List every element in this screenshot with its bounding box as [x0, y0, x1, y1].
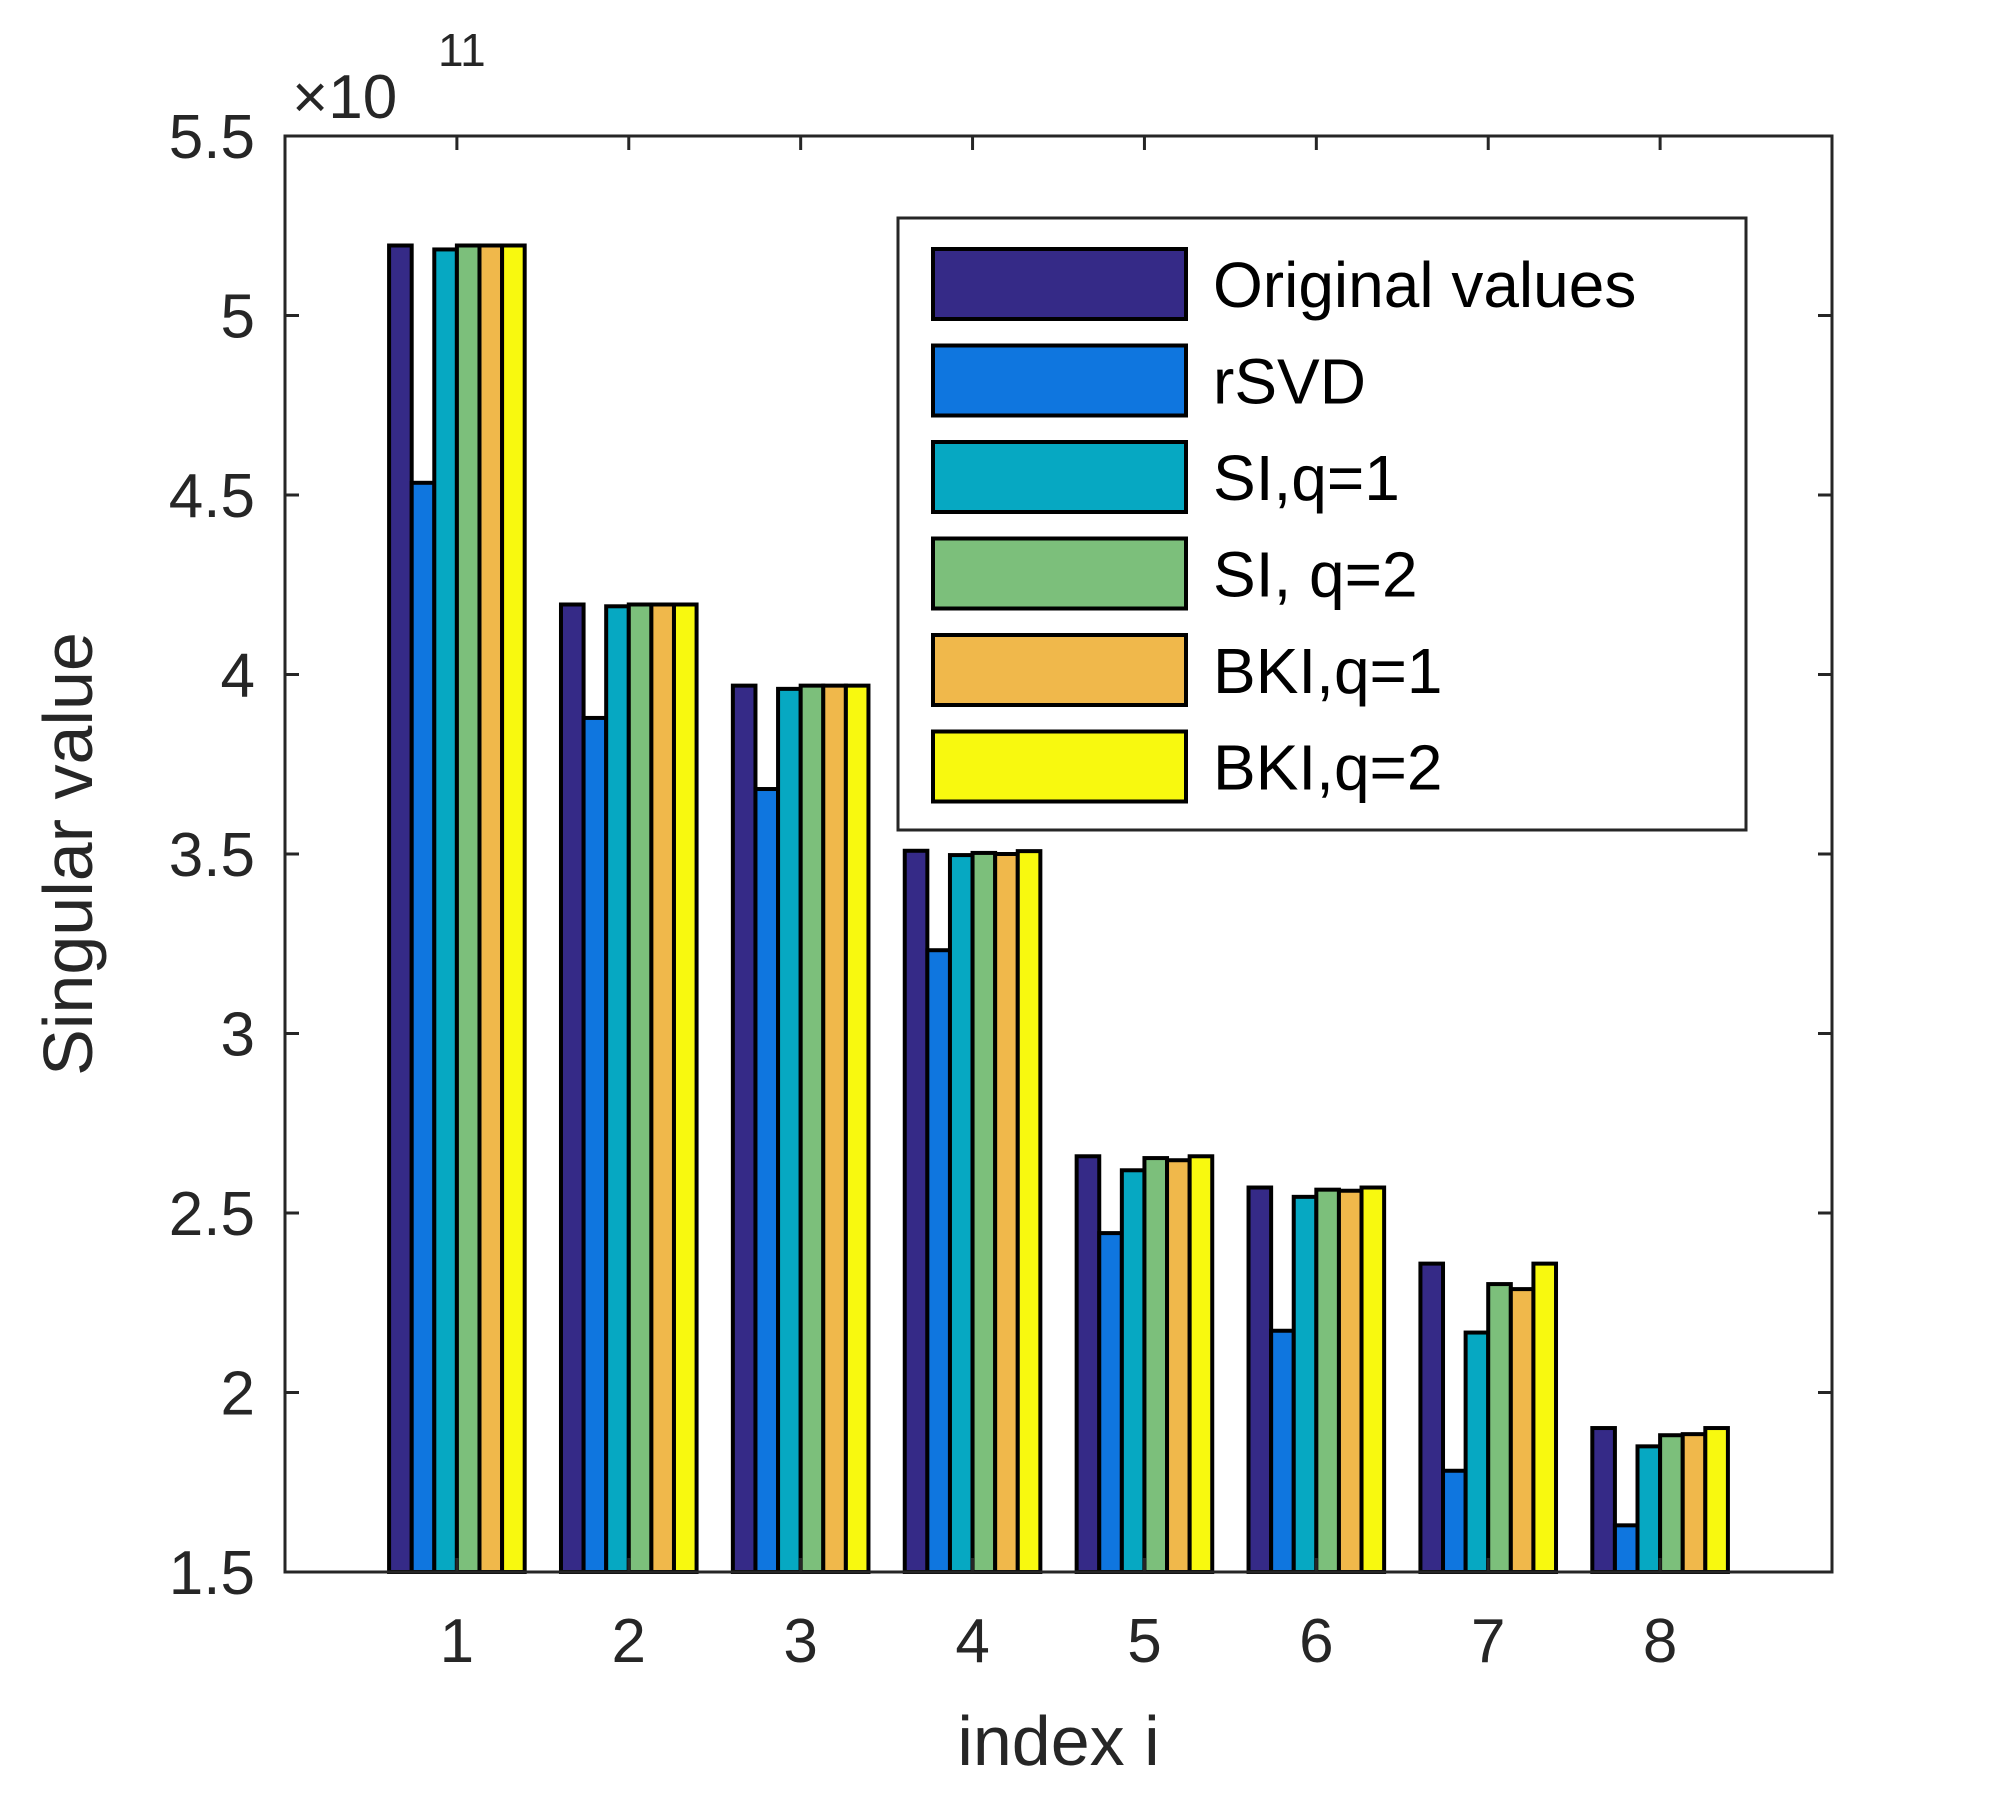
x-tick-label: 4 — [955, 1607, 989, 1676]
bar-2-5 — [1119, 1168, 1147, 1575]
bar-2-1 — [432, 247, 459, 1575]
x-axis-label: index i — [957, 1702, 1159, 1780]
bar-1-3 — [753, 787, 781, 1574]
y-axis-label: Singular value — [29, 632, 107, 1076]
bar-3-8 — [1658, 1433, 1685, 1574]
bar-1-1 — [409, 480, 437, 1575]
y-tick-label: 4.5 — [169, 462, 255, 531]
bar-5-7 — [1531, 1261, 1559, 1575]
y-tick-label: 2 — [221, 1360, 255, 1429]
legend-swatch — [931, 440, 1188, 514]
bar-3-4 — [970, 850, 998, 1574]
y-tick-label: 3 — [221, 1001, 255, 1070]
y-tick-label: 2.5 — [169, 1180, 255, 1249]
y-tick-label: 3.5 — [169, 821, 255, 890]
y-exponent-power: 11 — [438, 24, 486, 76]
bar-5-8 — [1703, 1426, 1730, 1575]
legend-swatch — [931, 633, 1188, 707]
x-tick-label: 3 — [783, 1607, 817, 1676]
bar-2-6 — [1291, 1194, 1319, 1574]
bar-1-4 — [925, 948, 952, 1574]
legend-label: SI, q=2 — [1213, 539, 1418, 611]
x-tick-label: 5 — [1127, 1607, 1161, 1676]
x-tick-label: 2 — [612, 1607, 646, 1676]
bar-5-2 — [671, 602, 699, 1574]
legend-label: BKI,q=2 — [1213, 732, 1443, 804]
x-tick-label: 6 — [1299, 1607, 1333, 1676]
x-tick-label: 1 — [440, 1607, 474, 1676]
bar-1-8 — [1612, 1523, 1640, 1574]
bar-1-6 — [1269, 1328, 1296, 1574]
bar-0-1 — [387, 243, 414, 1574]
bar-0-8 — [1590, 1426, 1617, 1575]
bar-4-1 — [477, 243, 505, 1574]
bar-3-1 — [454, 243, 482, 1574]
bar-2-8 — [1635, 1444, 1663, 1574]
legend-swatch — [931, 729, 1188, 804]
bar-0-4 — [902, 848, 930, 1574]
bar-2-3 — [776, 686, 803, 1574]
bar-3-6 — [1314, 1187, 1341, 1575]
legend-label: BKI,q=1 — [1213, 635, 1443, 707]
legend-swatch — [931, 536, 1188, 611]
bar-4-8 — [1680, 1432, 1708, 1575]
bar-5-4 — [1015, 849, 1043, 1574]
legend-swatch — [931, 247, 1188, 321]
bar-0-7 — [1418, 1261, 1446, 1575]
bar-0-3 — [730, 683, 758, 1574]
bar-1-5 — [1097, 1231, 1124, 1574]
bar-3-3 — [798, 683, 826, 1574]
bar-4-6 — [1336, 1188, 1364, 1574]
y-tick-label: 5 — [221, 283, 255, 352]
bar-4-4 — [993, 852, 1020, 1574]
y-exponent-base: ×10 — [292, 63, 397, 132]
y-tick-label: 4 — [221, 642, 255, 711]
bar-5-3 — [843, 683, 871, 1574]
bar-4-2 — [649, 602, 676, 1574]
x-tick-label: 8 — [1643, 1607, 1677, 1676]
legend: Original values rSVD SI,q=1 SI, q=2 BKI,q=1 B… — [896, 216, 1748, 832]
bar-0-6 — [1246, 1185, 1274, 1574]
bar-4-5 — [1165, 1158, 1192, 1575]
y-tick-label: 1.5 — [169, 1539, 255, 1608]
bar-3-5 — [1142, 1156, 1170, 1574]
bar-2-4 — [947, 853, 975, 1574]
bar-3-2 — [626, 602, 654, 1574]
bar-0-5 — [1074, 1154, 1102, 1574]
legend-label: SI,q=1 — [1213, 442, 1400, 514]
bar-4-7 — [1508, 1287, 1536, 1575]
bar-2-7 — [1463, 1330, 1491, 1574]
bar-5-6 — [1359, 1185, 1387, 1574]
bar-0-2 — [558, 602, 586, 1574]
x-tick-label: 7 — [1471, 1607, 1505, 1676]
bar-3-7 — [1486, 1282, 1513, 1575]
bar-5-5 — [1187, 1154, 1215, 1574]
bar-1-7 — [1441, 1468, 1468, 1574]
bar-4-3 — [821, 683, 848, 1574]
bar-5-1 — [500, 243, 527, 1574]
bar-2-2 — [604, 604, 631, 1574]
legend-swatch — [931, 343, 1188, 418]
y-exponent: ×10 11 — [292, 24, 486, 132]
ticks-layer: 1.5 2 2.5 3 3.5 4 4.5 5 5.5 1 2 3 4 5 6 7 8 — [169, 103, 1832, 1676]
legend-label: rSVD — [1213, 346, 1366, 418]
y-tick-label: 5.5 — [169, 103, 255, 172]
bar-1-2 — [581, 715, 609, 1574]
legend-label: Original values — [1213, 249, 1636, 321]
